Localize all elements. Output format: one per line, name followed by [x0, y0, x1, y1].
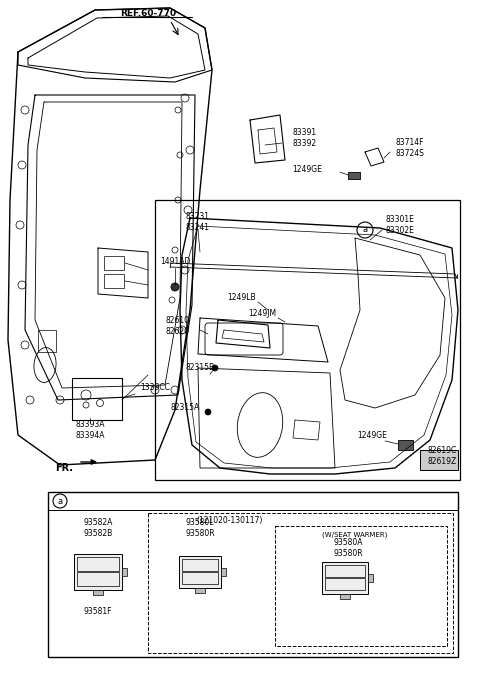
Text: 1339CC: 1339CC	[140, 383, 170, 392]
Bar	[221, 568, 226, 576]
Text: 93582A
93582B: 93582A 93582B	[84, 518, 113, 538]
Bar	[368, 574, 373, 582]
Bar	[322, 562, 368, 594]
Bar	[48, 492, 458, 657]
Text: 1249JM: 1249JM	[248, 310, 276, 319]
Bar	[104, 256, 124, 270]
Bar	[148, 513, 453, 653]
Text: a: a	[58, 497, 62, 506]
Bar	[155, 200, 460, 480]
Text: 82619C
82619Z: 82619C 82619Z	[427, 446, 456, 466]
Text: REF.60-770: REF.60-770	[120, 9, 176, 18]
Bar	[340, 594, 350, 599]
Bar	[104, 274, 124, 288]
Text: 82315B: 82315B	[185, 364, 215, 373]
Bar	[74, 554, 122, 590]
Text: 1249GE: 1249GE	[357, 431, 387, 441]
Bar	[420, 450, 458, 470]
Text: 82315A: 82315A	[170, 404, 200, 412]
Bar	[325, 578, 365, 590]
Text: 83231
83241: 83231 83241	[186, 212, 210, 232]
Text: 83714F
83724S: 83714F 83724S	[396, 138, 424, 158]
Bar	[275, 526, 447, 646]
Bar	[325, 565, 365, 577]
Bar	[93, 590, 103, 595]
Bar	[38, 330, 56, 352]
Text: a: a	[362, 225, 368, 234]
Text: 83301E
83302E: 83301E 83302E	[385, 215, 414, 235]
Text: 83393A
83394A: 83393A 83394A	[75, 420, 105, 440]
Bar	[182, 572, 218, 584]
Bar	[195, 588, 205, 593]
Text: (121020-130117): (121020-130117)	[197, 516, 263, 526]
Text: 93580A
93580R: 93580A 93580R	[333, 538, 363, 558]
Circle shape	[212, 365, 218, 371]
Text: FR.: FR.	[55, 463, 73, 473]
Bar	[179, 556, 221, 588]
Circle shape	[171, 283, 179, 291]
Text: 83391
83392: 83391 83392	[293, 128, 317, 148]
Text: 93581F: 93581F	[84, 608, 112, 616]
Bar	[398, 440, 413, 450]
Text: 1491AD: 1491AD	[160, 257, 190, 267]
Text: 1249LB: 1249LB	[228, 294, 256, 302]
Text: (W/SEAT WARMER): (W/SEAT WARMER)	[322, 532, 388, 538]
Text: 82610
82620: 82610 82620	[166, 316, 190, 336]
Bar	[77, 572, 119, 586]
Bar	[77, 557, 119, 571]
Circle shape	[205, 409, 211, 415]
Bar	[348, 172, 360, 179]
Text: 93580L
93580R: 93580L 93580R	[185, 518, 215, 538]
Bar	[182, 559, 218, 571]
Bar	[122, 568, 127, 576]
Text: 1249GE: 1249GE	[292, 165, 322, 175]
